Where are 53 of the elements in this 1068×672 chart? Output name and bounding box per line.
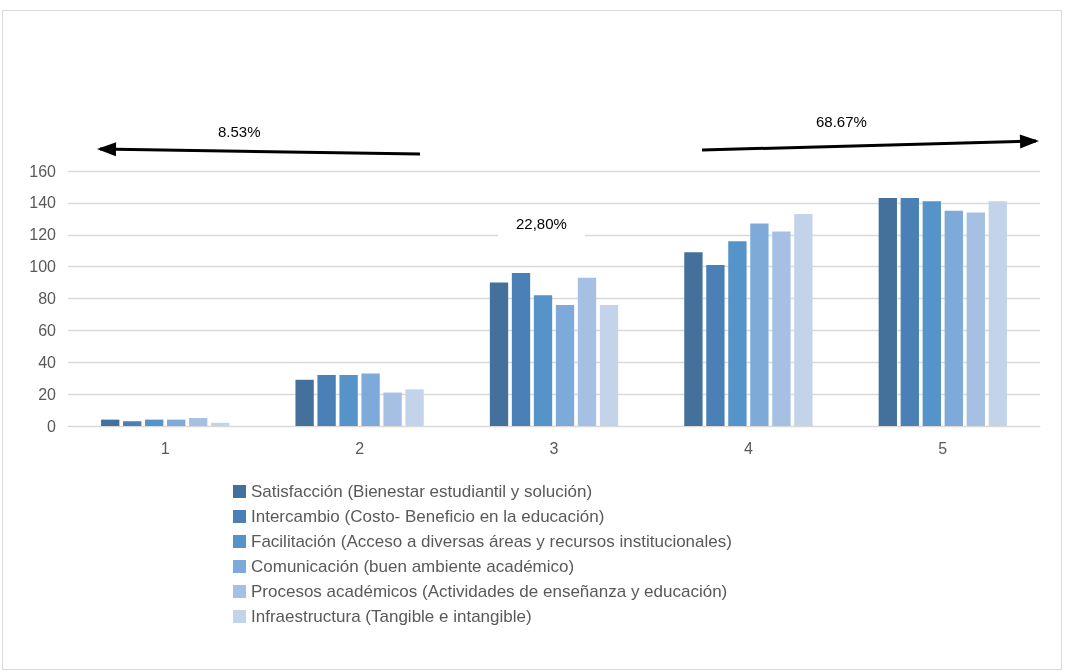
bar bbox=[555, 304, 575, 426]
bar bbox=[511, 273, 531, 426]
bar bbox=[922, 201, 941, 426]
x-tick-label: 5 bbox=[938, 439, 948, 457]
legend-label: Procesos académicos (Actividades de enseñanza y educación) bbox=[251, 582, 728, 601]
bar bbox=[361, 373, 380, 426]
bar bbox=[988, 201, 1007, 426]
text: 68.67% bbox=[816, 113, 867, 130]
legend-label: Facilitación (Acceso a diversas áreas y recursos institucionales) bbox=[251, 532, 732, 551]
annotation: 22,80% bbox=[516, 215, 567, 232]
y-tick-label: 80 bbox=[38, 290, 57, 307]
y-tick-label: 100 bbox=[29, 258, 57, 276]
y-tick-label: 160 bbox=[29, 162, 57, 180]
bar bbox=[145, 419, 164, 426]
y-tick-label: 120 bbox=[29, 226, 57, 244]
legend-label: Infraestructura (Tangible e intangible) bbox=[251, 607, 532, 626]
bar bbox=[944, 210, 963, 426]
bar bbox=[878, 198, 897, 426]
bar bbox=[684, 252, 703, 426]
text: 8.53% bbox=[218, 123, 261, 140]
bar bbox=[123, 421, 142, 426]
bar bbox=[706, 265, 725, 426]
bar bbox=[750, 223, 769, 426]
legend-label: Comunicación (buen ambiente académico) bbox=[251, 557, 575, 576]
y-tick-label: 20 bbox=[38, 385, 57, 403]
bar bbox=[211, 422, 230, 426]
bar bbox=[599, 304, 619, 426]
bar bbox=[189, 418, 208, 426]
x-tick-label: 4 bbox=[743, 439, 753, 457]
bar bbox=[533, 295, 553, 426]
y-tick-label: 60 bbox=[38, 321, 57, 339]
bar bbox=[794, 214, 813, 426]
y-tick-label: 40 bbox=[38, 353, 57, 371]
bar bbox=[728, 241, 747, 426]
x-tick-label: 3 bbox=[549, 439, 559, 457]
y-tick-label: 0 bbox=[47, 417, 57, 435]
bar bbox=[295, 379, 314, 426]
bar bbox=[966, 212, 985, 426]
x-tick-label: 1 bbox=[160, 439, 170, 457]
bar bbox=[317, 375, 336, 426]
bar bbox=[577, 277, 597, 426]
legend-label: Satisfacción (Bienestar estudiantil y solución) bbox=[251, 482, 593, 501]
legend-label: Intercambio (Costo- Beneficio en la educación) bbox=[251, 507, 605, 526]
bar bbox=[772, 231, 791, 426]
bar bbox=[405, 389, 424, 426]
x-tick-label: 2 bbox=[355, 439, 365, 457]
bar bbox=[489, 282, 509, 426]
bar bbox=[167, 419, 186, 426]
bar bbox=[101, 419, 120, 426]
bar bbox=[900, 198, 919, 426]
y-tick-label: 140 bbox=[29, 194, 57, 212]
bar bbox=[383, 392, 402, 426]
bar bbox=[339, 375, 358, 426]
